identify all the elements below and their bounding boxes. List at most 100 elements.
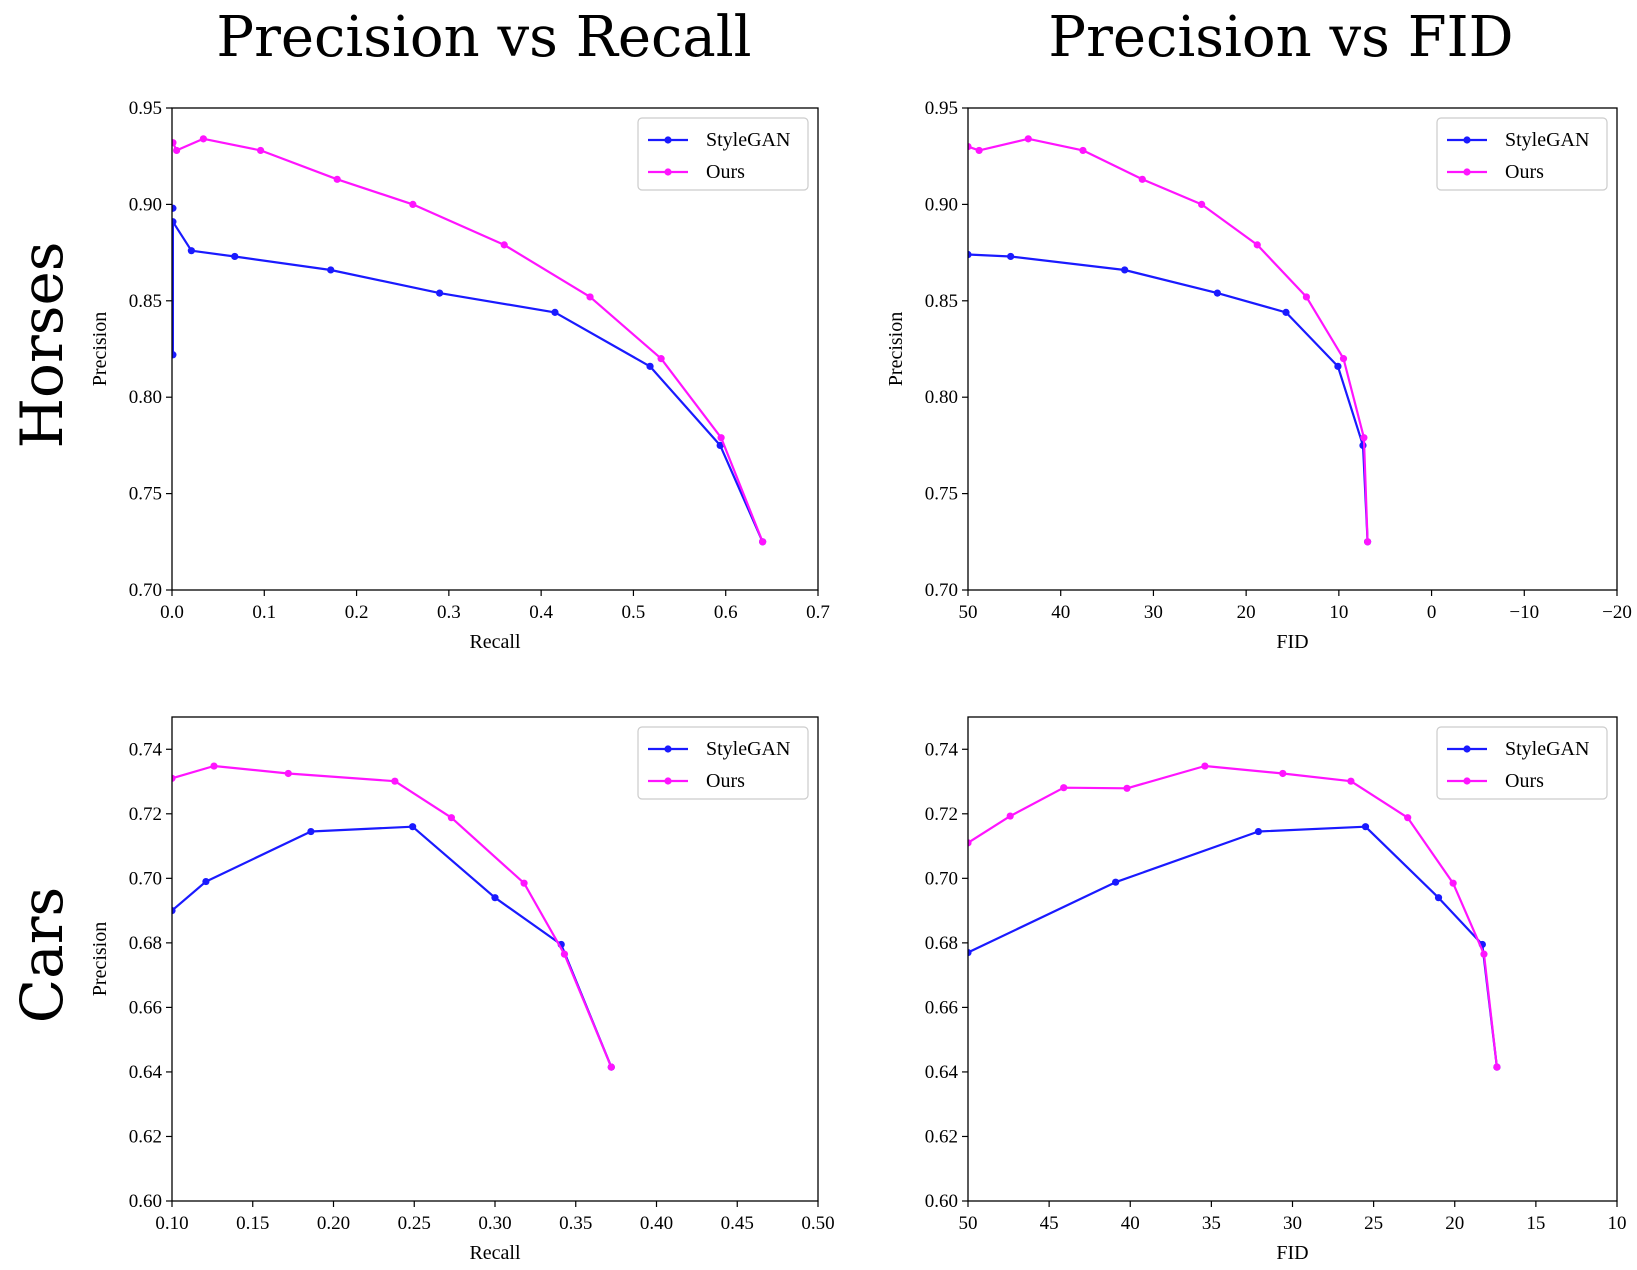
y-tick-label: 0.66 — [129, 997, 162, 1018]
legend: StyleGAN Ours — [1436, 726, 1608, 800]
y-tick-label: 0.64 — [129, 1062, 163, 1083]
data-point-stylegan — [968, 948, 972, 957]
chart-cars-fid: 50 45 40 35 30 25 20 15 10 0.60 0.62 0.64 0.66 0.68 0.… — [925, 716, 1627, 1264]
plot-data — [172, 762, 615, 1071]
chart-cars-recall: 0.10 0.15 0.20 0.25 0.30 0.35 0.40 0.45 0.50 0.60… — [89, 716, 835, 1264]
data-point-ours — [1480, 950, 1488, 958]
legend-label-stylegan: StyleGAN — [706, 129, 790, 151]
row-label-cars: Cars — [8, 887, 76, 1023]
legend: StyleGAN Ours — [637, 117, 809, 191]
series-line-stylegan — [968, 253, 1369, 542]
data-point-stylegan — [1254, 827, 1263, 836]
column-title-recall: Precision vs Recall — [216, 5, 751, 70]
x-axis-label: FID — [1276, 631, 1308, 653]
plot-data — [968, 135, 1372, 546]
y-tick-label: 0.64 — [925, 1062, 959, 1083]
data-point-ours — [1123, 784, 1131, 792]
data-point-ours — [759, 538, 767, 546]
data-point-stylegan — [172, 907, 176, 915]
data-point-stylegan — [327, 266, 335, 274]
data-point-ours — [717, 434, 725, 442]
x-tick-label: 0.20 — [317, 1213, 350, 1234]
legend-marker-ours — [1463, 168, 1471, 176]
y-tick-label: 0.70 — [129, 580, 162, 601]
column-title-fid: Precision vs FID — [1048, 5, 1513, 70]
data-point-stylegan — [231, 252, 239, 261]
x-tick-label: 25 — [1364, 1213, 1383, 1234]
plot-data — [172, 135, 767, 546]
data-point-stylegan — [1121, 266, 1129, 274]
x-tick-label: 15 — [1526, 1213, 1545, 1234]
data-point-ours — [199, 135, 207, 143]
x-tick-label: 0.0 — [160, 602, 184, 623]
series-line-ours — [968, 764, 1498, 1068]
data-point-ours — [172, 774, 176, 782]
y-tick-label: 0.70 — [925, 868, 958, 889]
data-point-ours — [1079, 146, 1087, 155]
data-point-ours — [968, 839, 972, 847]
x-tick-label: 50 — [959, 1213, 978, 1234]
plot-data — [968, 762, 1501, 1071]
legend-marker-ours — [1463, 777, 1471, 785]
data-point-stylegan — [1282, 308, 1290, 316]
x-axis-label: FID — [1276, 1242, 1308, 1264]
legend-label-stylegan: StyleGAN — [1505, 129, 1589, 151]
data-point-stylegan — [1334, 362, 1342, 370]
y-tick-label: 0.74 — [925, 739, 959, 760]
data-point-ours — [968, 142, 972, 151]
x-tick-label: −10 — [1509, 602, 1539, 623]
data-point-ours — [1201, 762, 1209, 770]
y-tick-label: 0.90 — [925, 194, 958, 215]
data-point-ours — [1198, 200, 1206, 208]
charts-area: 0.0 0.1 0.2 0.3 0.4 0.5 0.6 0.7 0.70 0.75 0.80 0.85… — [89, 98, 1632, 1264]
legend-marker-stylegan — [1463, 745, 1471, 753]
data-point-stylegan — [187, 247, 195, 255]
data-point-ours — [607, 1063, 615, 1071]
legend-label-stylegan: StyleGAN — [706, 738, 790, 760]
data-point-ours — [657, 355, 665, 363]
x-tick-label: 30 — [1144, 602, 1163, 623]
x-tick-label: 0.10 — [155, 1213, 188, 1234]
chart-horses-recall: 0.0 0.1 0.2 0.3 0.4 0.5 0.6 0.7 0.70 0.75 0.80 0.85… — [89, 98, 830, 653]
x-tick-label: 0.1 — [252, 602, 276, 623]
x-tick-label: 10 — [1608, 1213, 1627, 1234]
legend-marker-stylegan — [1463, 136, 1471, 144]
y-tick-label: 0.80 — [925, 387, 958, 408]
data-point-ours — [1363, 538, 1372, 546]
x-tick-label: 0.25 — [398, 1213, 431, 1234]
x-tick-label: 0.4 — [529, 602, 553, 623]
data-point-ours — [1060, 784, 1068, 792]
x-tick-label: 40 — [1051, 602, 1070, 623]
legend-marker-ours — [664, 777, 672, 785]
y-tick-label: 0.75 — [129, 484, 162, 505]
legend-marker-stylegan — [664, 745, 672, 753]
data-point-ours — [172, 139, 177, 147]
x-tick-label: 45 — [1040, 1213, 1059, 1234]
data-point-stylegan — [172, 204, 177, 212]
y-tick-label: 0.62 — [129, 1126, 162, 1147]
x-tick-label: 35 — [1202, 1213, 1221, 1234]
y-tick-label: 0.68 — [129, 933, 162, 954]
legend-marker-ours — [664, 168, 672, 176]
x-tick-label: 20 — [1445, 1213, 1464, 1234]
x-tick-label: 40 — [1121, 1213, 1140, 1234]
data-point-ours — [333, 175, 341, 183]
y-tick-label: 0.70 — [925, 580, 958, 601]
data-point-stylegan — [1361, 823, 1370, 831]
legend-marker-stylegan — [664, 136, 672, 144]
y-tick-label: 0.62 — [925, 1126, 958, 1147]
y-axis-label: Precision — [89, 922, 111, 996]
x-tick-label: 30 — [1283, 1213, 1302, 1234]
legend: StyleGAN Ours — [1436, 117, 1608, 191]
y-tick-label: 0.60 — [925, 1191, 958, 1212]
x-tick-label: 20 — [1237, 602, 1256, 623]
data-point-ours — [1006, 812, 1014, 820]
legend-label-ours: Ours — [706, 770, 745, 792]
x-tick-label: 0.2 — [345, 602, 369, 623]
data-point-stylegan — [1112, 878, 1120, 886]
data-point-ours — [1404, 814, 1412, 822]
data-point-stylegan — [1007, 252, 1015, 261]
x-tick-label: 0.6 — [714, 602, 738, 623]
plot-frame — [967, 716, 1618, 1202]
